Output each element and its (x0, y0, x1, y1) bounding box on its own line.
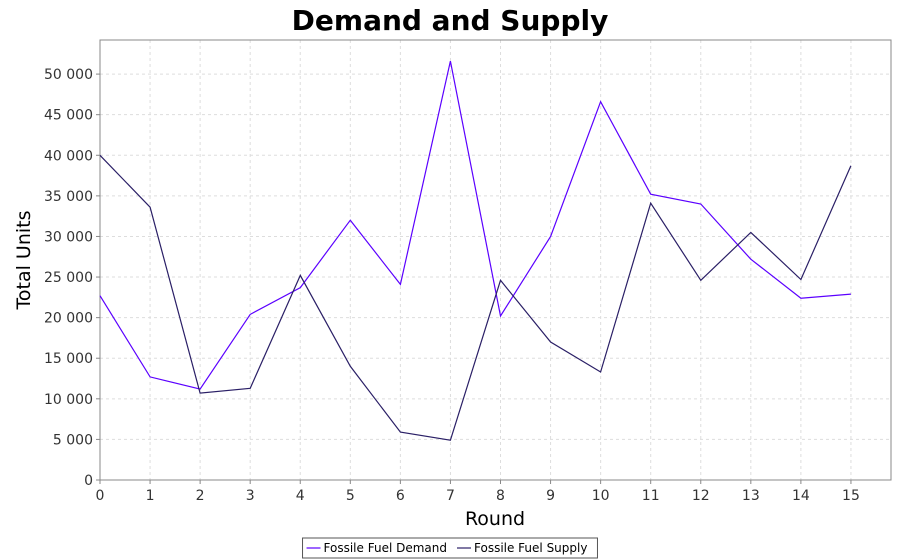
y-tick-label: 45 000 (44, 108, 93, 124)
legend-box (302, 537, 598, 559)
fossile-fuel-supply-line (99, 154, 852, 441)
x-tick-label: 0 (96, 488, 105, 504)
x-tick-label: 15 (842, 488, 860, 504)
x-tick-label: 1 (146, 488, 155, 504)
x-tick-label: 7 (446, 488, 455, 504)
legend-label-fossile-fuel-demand: Fossile Fuel Demand (324, 541, 447, 555)
chart-title: Demand and Supply (292, 4, 609, 37)
y-tick-label: 25 000 (44, 270, 93, 286)
x-tick-label: 4 (296, 488, 305, 504)
y-tick-label: 35 000 (44, 189, 93, 205)
x-tick-label: 8 (496, 488, 505, 504)
y-tick-label: 5 000 (53, 432, 93, 448)
x-tick-label: 12 (692, 488, 710, 504)
x-tick-label: 10 (592, 488, 610, 504)
x-tick-label: 2 (196, 488, 205, 504)
series-lines (99, 60, 852, 441)
fossile-fuel-demand-line (99, 60, 851, 390)
x-tick-label: 6 (396, 488, 405, 504)
y-axis-label: Total Units (13, 211, 35, 311)
x-tick-label: 9 (546, 488, 555, 504)
y-tick-label: 0 (84, 473, 93, 489)
y-tick-label: 15 000 (44, 351, 93, 367)
y-tick-label: 50 000 (44, 67, 93, 83)
x-axis-label: Round (465, 508, 525, 530)
legend: Fossile Fuel Demand Fossile Fuel Supply (302, 537, 598, 559)
y-tick-label: 20 000 (44, 311, 93, 327)
x-tick-label: 13 (742, 488, 760, 504)
legend-label-fossile-fuel-supply: Fossile Fuel Supply (474, 541, 587, 555)
x-tick-label: 11 (642, 488, 660, 504)
x-tick-label: 5 (346, 488, 355, 504)
x-tick-label: 3 (246, 488, 255, 504)
y-tick-label: 30 000 (44, 229, 93, 245)
x-tick-label: 14 (792, 488, 810, 504)
y-tick-label: 40 000 (44, 148, 93, 164)
y-tick-label: 10 000 (44, 392, 93, 408)
plot-area (99, 39, 892, 481)
grid-lines (100, 40, 891, 480)
